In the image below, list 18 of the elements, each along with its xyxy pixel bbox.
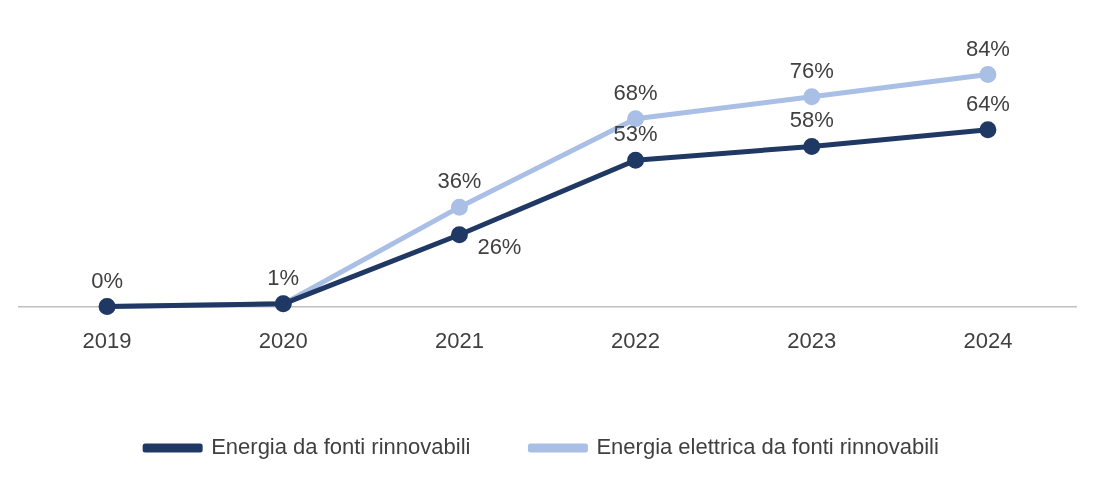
- data-label: 84%: [965, 35, 1010, 61]
- x-tick-label: 2021: [434, 327, 484, 353]
- x-tick-label: 2020: [258, 327, 308, 353]
- x-tick-label: 2022: [611, 327, 661, 353]
- data-label: 68%: [613, 79, 658, 105]
- data-label: 64%: [965, 90, 1010, 116]
- data-label: 1%: [267, 264, 300, 290]
- x-tick-label: 2024: [963, 327, 1013, 353]
- x-tick-label: 2023: [787, 327, 837, 353]
- data-label: 53%: [613, 121, 658, 147]
- legend-label: Energia elettrica da fonti rinnovabili: [596, 434, 939, 460]
- data-label: 58%: [789, 107, 834, 133]
- data-label: 36%: [437, 168, 482, 194]
- data-label: 0%: [91, 267, 123, 293]
- legend-label: Energia da fonti rinnovabili: [211, 434, 471, 460]
- x-tick-label: 2019: [82, 327, 132, 353]
- data-label: 76%: [789, 57, 834, 83]
- data-label: 26%: [477, 233, 522, 259]
